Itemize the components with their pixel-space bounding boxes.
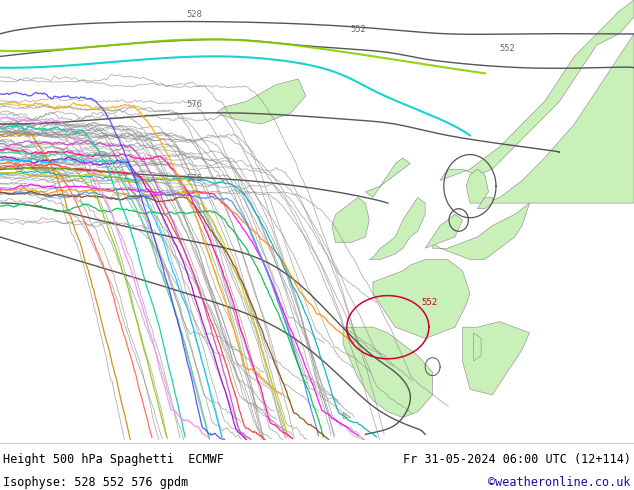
Polygon shape xyxy=(425,214,462,248)
Polygon shape xyxy=(373,260,470,339)
Polygon shape xyxy=(332,197,369,243)
Polygon shape xyxy=(216,79,306,124)
Text: 576: 576 xyxy=(186,173,202,182)
Text: Isophyse: 528 552 576 gpdm: Isophyse: 528 552 576 gpdm xyxy=(3,476,188,489)
Polygon shape xyxy=(477,197,492,209)
Text: ©weatheronline.co.uk: ©weatheronline.co.uk xyxy=(488,476,631,489)
Text: 552: 552 xyxy=(500,44,515,53)
Polygon shape xyxy=(365,158,410,197)
Text: 576: 576 xyxy=(186,100,202,109)
Polygon shape xyxy=(432,203,529,260)
Text: Fr 31-05-2024 06:00 UTC (12+114): Fr 31-05-2024 06:00 UTC (12+114) xyxy=(403,453,631,466)
Polygon shape xyxy=(462,321,529,395)
Text: 552: 552 xyxy=(422,297,437,307)
Polygon shape xyxy=(343,327,432,417)
Polygon shape xyxy=(466,169,489,203)
Polygon shape xyxy=(474,333,481,361)
Polygon shape xyxy=(369,197,425,260)
Polygon shape xyxy=(485,34,634,203)
Text: 528: 528 xyxy=(186,10,202,19)
Text: 552: 552 xyxy=(351,24,366,34)
Text: Height 500 hPa Spaghetti  ECMWF: Height 500 hPa Spaghetti ECMWF xyxy=(3,453,224,466)
Polygon shape xyxy=(440,0,634,180)
Polygon shape xyxy=(343,412,351,418)
